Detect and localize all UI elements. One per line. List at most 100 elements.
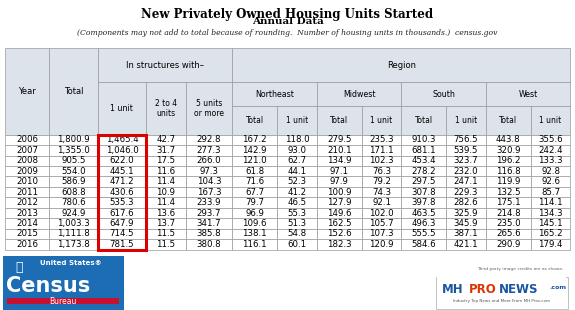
Bar [362,166,401,176]
Bar [531,156,570,166]
Bar [446,239,486,250]
Text: 341.7: 341.7 [197,219,221,228]
Bar [317,239,362,250]
Bar [362,156,401,166]
Text: 162.5: 162.5 [327,219,351,228]
Bar [98,48,232,82]
Text: PRO: PRO [469,283,496,296]
Text: 233.9: 233.9 [197,198,221,207]
Text: 387.1: 387.1 [454,229,478,238]
Text: 196.2: 196.2 [496,156,520,165]
Text: 11.4: 11.4 [156,198,175,207]
Text: 232.0: 232.0 [454,167,478,176]
Bar [362,187,401,197]
Bar [5,218,49,229]
Bar [146,156,186,166]
Text: 292.8: 292.8 [197,135,221,144]
Bar [186,82,232,135]
Bar [531,187,570,197]
Bar [5,197,49,208]
Bar [401,187,446,197]
Bar [531,229,570,239]
Text: Census: Census [6,276,91,296]
Bar [277,229,317,239]
Bar [446,229,486,239]
Bar [186,229,232,239]
Bar [446,218,486,229]
Text: MH: MH [442,283,463,296]
Text: 132.5: 132.5 [496,188,520,197]
Text: 355.6: 355.6 [538,135,563,144]
Text: 2 to 4
units: 2 to 4 units [155,99,177,118]
Text: 116.8: 116.8 [496,167,520,176]
Text: 924.9: 924.9 [62,209,86,218]
Text: 781.5: 781.5 [110,240,134,249]
Bar [486,166,531,176]
Bar [49,135,98,145]
Text: 714.5: 714.5 [110,229,134,238]
Bar [401,145,446,156]
Text: 55.3: 55.3 [288,209,306,218]
Bar [436,277,568,309]
Bar [146,82,186,135]
Bar [486,218,531,229]
Bar [186,197,232,208]
Bar [98,239,146,250]
Bar [486,82,570,107]
Text: 214.8: 214.8 [496,209,520,218]
Bar [362,208,401,218]
Bar [98,156,146,166]
Text: 104.3: 104.3 [197,177,221,186]
Text: 1 unit: 1 unit [455,116,477,125]
Text: 61.8: 61.8 [245,167,264,176]
Text: 2015: 2015 [16,229,38,238]
Text: 134.3: 134.3 [538,209,563,218]
Bar [146,145,186,156]
Bar [317,197,362,208]
Bar [186,187,232,197]
Text: 46.5: 46.5 [288,198,306,207]
Bar [98,176,146,187]
Text: Industry Top News and More From MH Pros.com: Industry Top News and More From MH Pros.… [453,299,550,303]
Text: 142.9: 142.9 [243,146,267,155]
Text: 109.6: 109.6 [243,219,267,228]
Text: New Privately Owned Housing Units Started: New Privately Owned Housing Units Starte… [141,8,434,21]
Bar [486,239,531,250]
Bar [98,82,146,135]
Text: 1,355.0: 1,355.0 [58,146,90,155]
Text: 282.6: 282.6 [454,198,478,207]
Text: 1 unit: 1 unit [539,116,562,125]
Bar [437,277,566,308]
Text: 134.9: 134.9 [327,156,351,165]
Bar [277,197,317,208]
Text: 2012: 2012 [16,198,38,207]
Text: 539.5: 539.5 [454,146,478,155]
Bar [186,208,232,218]
Bar [362,145,401,156]
Text: South: South [432,90,455,99]
Bar [401,197,446,208]
Text: 325.9: 325.9 [454,209,478,218]
Bar [317,135,362,145]
Bar [232,239,277,250]
Text: 617.6: 617.6 [110,209,134,218]
Bar [317,208,362,218]
Text: 2009: 2009 [16,167,38,176]
Bar [277,176,317,187]
Bar [186,166,232,176]
Text: 756.5: 756.5 [454,135,478,144]
Text: 2010: 2010 [16,177,38,186]
Bar [362,107,401,135]
Text: 114.1: 114.1 [538,198,563,207]
Bar [98,218,146,229]
Bar [531,166,570,176]
Text: 1 unit: 1 unit [110,104,133,113]
Text: 179.4: 179.4 [538,240,563,249]
Text: Total: Total [415,116,433,125]
Bar [232,166,277,176]
Text: 2007: 2007 [16,146,38,155]
Bar [146,239,186,250]
Text: 167.2: 167.2 [243,135,267,144]
Bar [317,218,362,229]
Bar [401,156,446,166]
